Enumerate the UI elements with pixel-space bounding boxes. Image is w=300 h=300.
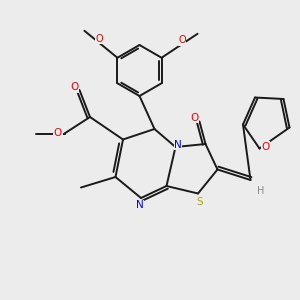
- Text: O: O: [96, 34, 103, 44]
- Text: H: H: [257, 185, 265, 196]
- Text: O: O: [54, 128, 62, 139]
- Text: O: O: [190, 113, 198, 123]
- Text: N: N: [136, 200, 143, 211]
- Text: S: S: [196, 196, 203, 207]
- Text: O: O: [261, 142, 270, 152]
- Text: O: O: [70, 82, 78, 92]
- Text: N: N: [174, 140, 182, 150]
- Text: O: O: [178, 35, 186, 45]
